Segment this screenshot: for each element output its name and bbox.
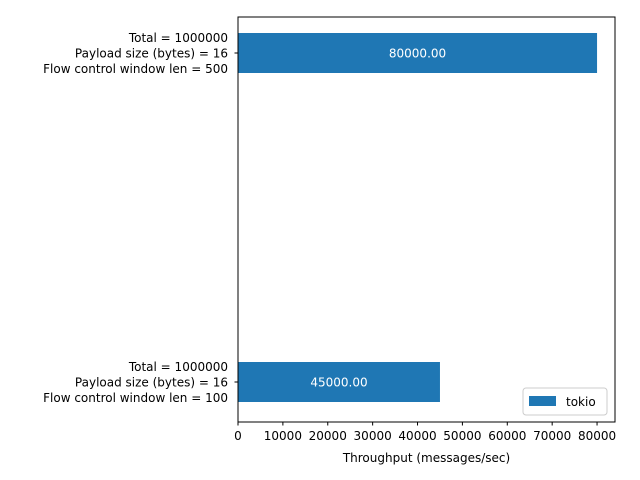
legend-label: tokio — [566, 395, 596, 409]
y-tick-label: Payload size (bytes) = 16 — [75, 47, 228, 61]
legend-box — [522, 387, 608, 416]
y-tick-label: Total = 1000000 — [128, 360, 228, 374]
x-tick-label: 30000 — [354, 429, 392, 443]
legend: tokio — [522, 387, 608, 416]
x-tick-label: 20000 — [309, 429, 347, 443]
x-tick-label: 50000 — [443, 429, 481, 443]
y-tick-label: Flow control window len = 500 — [43, 62, 228, 76]
bar — [238, 362, 440, 402]
bar-value-label: 45000.00 — [310, 376, 367, 390]
y-tick-label: Payload size (bytes) = 16 — [75, 376, 228, 390]
x-tick-label: 80000 — [578, 429, 616, 443]
x-tick-label: 0 — [234, 429, 242, 443]
plot-frame — [237, 16, 616, 423]
bars-layer: 80000.00 45000.00 — [238, 33, 598, 402]
x-axis-label: Throughput (messages/sec) — [342, 451, 510, 465]
y-tick-label: Flow control window len = 100 — [43, 391, 228, 405]
x-tick-label: 10000 — [264, 429, 302, 443]
y-tick-label: Total = 1000000 — [128, 31, 228, 45]
x-tick-layer: 0 10000 20000 30000 40000 50000 60000 70000 8000… — [234, 422, 616, 443]
bar-value-label: 80000.00 — [389, 47, 446, 61]
legend-swatch — [529, 396, 556, 406]
x-tick-label: 70000 — [533, 429, 571, 443]
bar — [238, 33, 598, 73]
y-tick-layer: Total = 1000000 Payload size (bytes) = 16… — [43, 31, 238, 405]
x-tick-label: 40000 — [398, 429, 436, 443]
x-tick-label: 60000 — [488, 429, 526, 443]
